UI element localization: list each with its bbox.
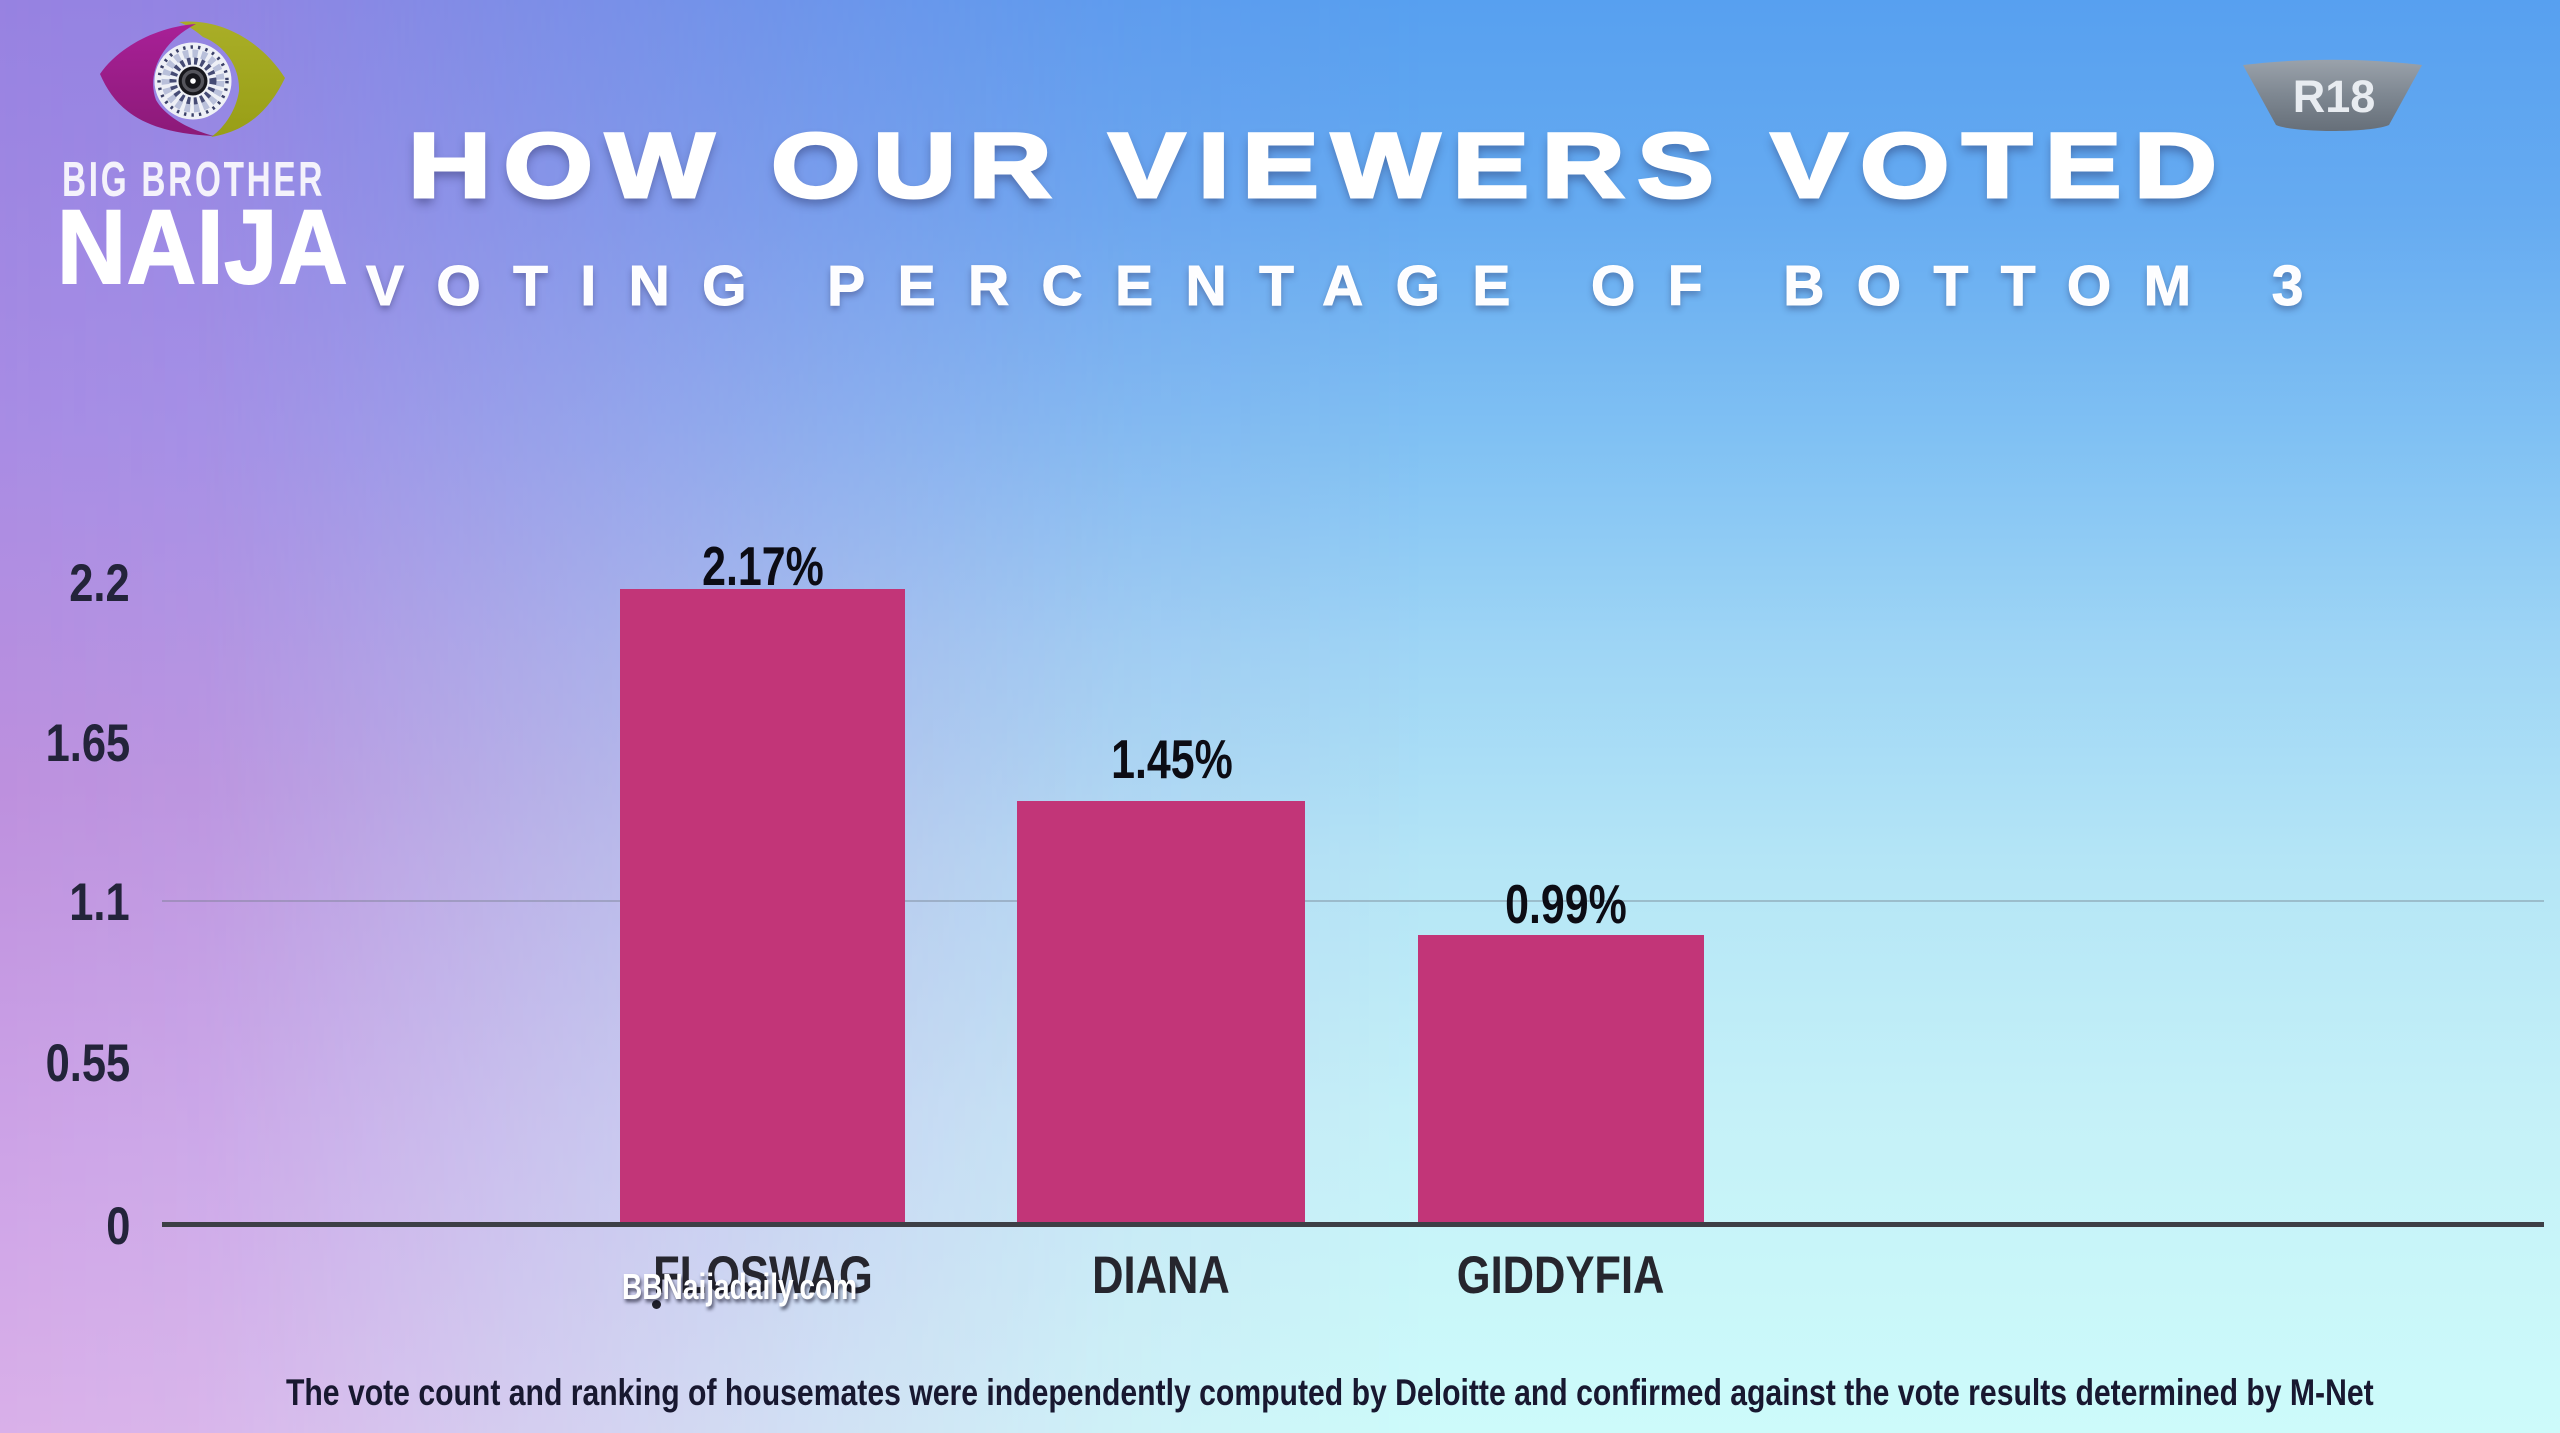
svg-text:R18: R18 (2293, 71, 2376, 122)
